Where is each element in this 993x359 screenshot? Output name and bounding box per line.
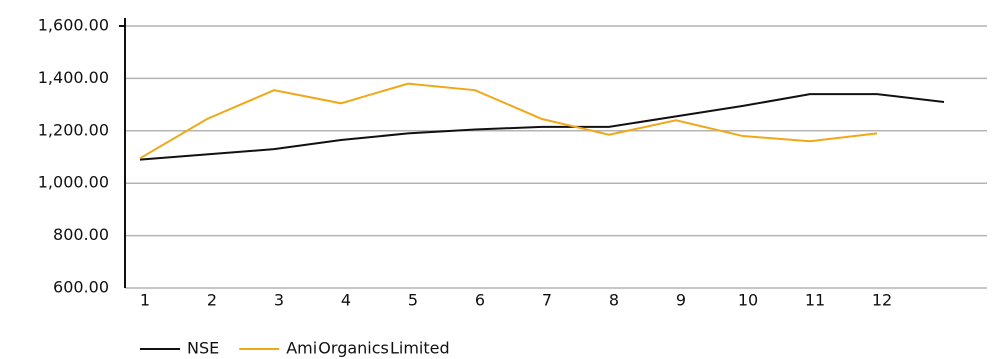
x-tick-label: 8	[609, 291, 619, 310]
y-tick-label: 1,000.00	[38, 173, 109, 192]
x-tick-label: 12	[872, 291, 892, 310]
legend-label: Ami Organics Limited	[286, 339, 449, 358]
x-tick-label: 11	[805, 291, 825, 310]
x-tick-label: 5	[408, 291, 418, 310]
y-tick-label: 1,400.00	[38, 68, 109, 87]
series-line	[139, 93, 945, 161]
x-tick-label: 7	[542, 291, 552, 310]
series-line	[139, 82, 878, 160]
legend-label: NSE	[187, 339, 219, 358]
x-tick-label: 4	[341, 291, 351, 310]
x-tick-label: 6	[475, 291, 485, 310]
x-tick-label: 3	[274, 291, 284, 310]
x-tick-label: 10	[738, 291, 758, 310]
y-tick-label: 1,200.00	[38, 120, 109, 139]
y-tick-label: 1,600.00	[38, 16, 109, 35]
x-tick-label: 1	[140, 291, 150, 310]
y-tick-label: 600.00	[53, 278, 109, 297]
x-tick-label: 9	[676, 291, 686, 310]
y-tick-label: 800.00	[53, 225, 109, 244]
x-tick-label: 2	[207, 291, 217, 310]
